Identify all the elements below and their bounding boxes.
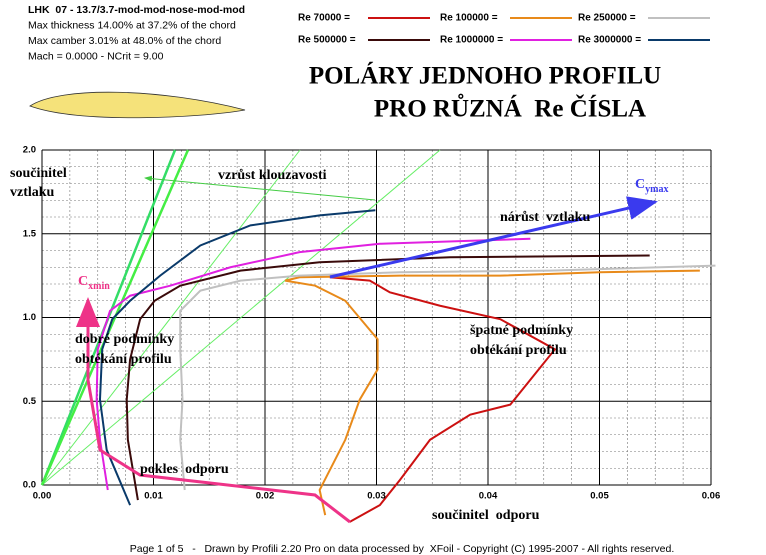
legend-label: Re 1000000 = xyxy=(440,35,503,46)
annotation-text: nárůst vztlaku xyxy=(500,210,590,225)
polar-line xyxy=(125,254,650,501)
x-axis-label: součinitel odporu xyxy=(432,508,540,523)
y-tick-label: 1.5 xyxy=(23,228,37,239)
polar-line xyxy=(329,276,557,523)
annotation: obtékání profilu xyxy=(75,352,172,367)
polar-line xyxy=(179,264,716,491)
arrow xyxy=(76,297,351,524)
annotation-text: špatné podmínky xyxy=(470,323,573,338)
polar-line xyxy=(284,269,700,516)
header-line: Mach = 0.0000 - NCrit = 9.00 xyxy=(28,50,164,62)
legend-label: Re 100000 = xyxy=(440,13,498,24)
y-axis-label: vztlaku xyxy=(10,185,55,200)
annotation-text: C xyxy=(78,274,88,289)
polar-line xyxy=(95,237,531,491)
x-tick-label: 0.04 xyxy=(479,491,498,502)
y-tick-label: 0.5 xyxy=(23,396,37,407)
x-tick-label: 0.03 xyxy=(367,491,386,502)
tangent-line xyxy=(41,149,301,486)
annotation-text: pokles odporu xyxy=(140,462,229,477)
annotation: nárůst vztlaku xyxy=(500,210,590,225)
header-line: LHK 07 - 13.7/3.7-mod-mod-nose-mod-mod xyxy=(28,4,245,16)
annotation-text: obtékání profilu xyxy=(470,343,567,358)
legend-label: Re 3000000 = xyxy=(578,35,641,46)
chart-title: PRO RŮZNÁ Re ČÍSLA xyxy=(374,93,646,123)
header-line: Max camber 3.01% at 48.0% of the chord xyxy=(28,35,221,47)
annotation: dobré podmínky xyxy=(75,332,174,347)
annotation-text: C xyxy=(635,177,645,192)
footer: Page 1 of 5 - Drawn by Profili 2.20 Pro … xyxy=(130,543,675,555)
y-tick-label: 1.0 xyxy=(23,312,36,323)
annotation: obtékání profilu xyxy=(470,343,567,358)
polar-line xyxy=(98,209,376,506)
annotation-text: obtékání profilu xyxy=(75,352,172,367)
annotation: Cymax xyxy=(635,177,668,195)
annotation-text: vzrůst klouzavosti xyxy=(218,168,327,183)
tangent-line xyxy=(41,149,441,486)
annotation-subscript: ymax xyxy=(645,184,668,195)
arrow xyxy=(329,196,658,279)
annotation-arrows xyxy=(76,196,658,524)
annotation: pokles odporu xyxy=(140,462,229,477)
airfoil-shape xyxy=(29,91,246,119)
x-tick-label: 0.06 xyxy=(702,491,721,502)
arrow xyxy=(144,175,376,201)
annotation-subscript: xmin xyxy=(88,281,110,292)
grid xyxy=(41,149,712,486)
series-group xyxy=(95,209,716,523)
texts: 0.00 0.01 0.02 0.03 0.04 0.05 0.06 0.0 0.5 1.0 1.5… xyxy=(10,4,720,555)
y-tick-label: 2.0 xyxy=(23,145,36,156)
y-axis-label: součinitel xyxy=(10,166,67,181)
y-tick-label: 0.0 xyxy=(23,480,36,491)
x-tick-label: 0.01 xyxy=(144,491,163,502)
legend-label: Re 500000 = xyxy=(298,35,356,46)
header-line: Max thickness 14.00% at 37.2% of the cho… xyxy=(28,19,236,31)
legend-label: Re 250000 = xyxy=(578,13,636,24)
annotation: špatné podmínky xyxy=(470,323,573,338)
annotation-text: dobré podmínky xyxy=(75,332,174,347)
x-tick-label: 0.00 xyxy=(33,491,52,502)
legend-label: Re 70000 = xyxy=(298,13,350,24)
annotation: vzrůst klouzavosti xyxy=(218,168,327,183)
x-tick-label: 0.05 xyxy=(590,491,609,502)
annotation: Cxmin xyxy=(78,274,110,292)
x-tick-label: 0.02 xyxy=(256,491,275,502)
chart-title: POLÁRY JEDNOHO PROFILU xyxy=(309,62,661,90)
